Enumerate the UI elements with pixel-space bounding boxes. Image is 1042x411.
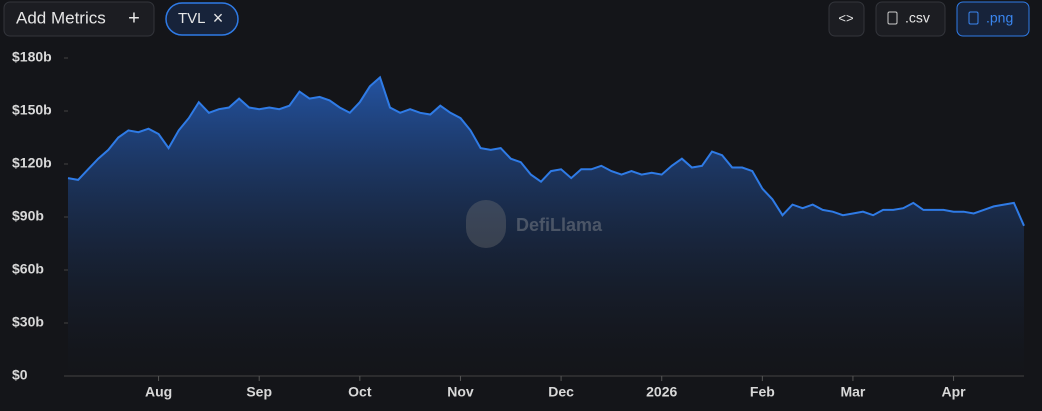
y-tick-label: $180b	[12, 49, 52, 65]
area	[68, 77, 1024, 377]
button-bg	[956, 1, 1030, 37]
chip-label: TVL	[178, 10, 206, 27]
csv-button[interactable]: .csv	[875, 1, 946, 37]
button-label: .png	[986, 10, 1013, 26]
y-tick-label: $30b	[12, 314, 44, 330]
button-label: .csv	[905, 10, 930, 26]
watermark-logo	[466, 200, 506, 248]
button-bg	[828, 1, 865, 37]
chip-close: ×	[213, 8, 224, 28]
y-tick-label: $150b	[12, 102, 52, 118]
y-tick-label: $0	[12, 367, 28, 383]
y-tick-label: $60b	[12, 261, 44, 277]
button-label: <>	[838, 10, 853, 25]
tvl-chip[interactable]: TVL ×	[165, 2, 239, 36]
add-metrics-button[interactable]: Add Metrics +	[3, 1, 155, 37]
png-button[interactable]: .png	[956, 1, 1030, 37]
line	[67, 75, 1025, 227]
x-tick-label: Aug	[145, 384, 172, 400]
button-bg	[3, 1, 155, 37]
x-tick-label: Apr	[941, 384, 966, 400]
plus-icon: +	[128, 7, 140, 29]
x-tick-label: Feb	[750, 384, 775, 400]
download-icon	[887, 11, 898, 25]
embed-button[interactable]: <>	[828, 1, 865, 37]
x-tick-label: Mar	[840, 384, 865, 400]
watermark-text: DefiLlama	[516, 215, 603, 235]
y-tick-label: $90b	[12, 208, 44, 224]
x-tick-label: Nov	[447, 384, 474, 400]
x-tick-label: Sep	[246, 384, 272, 400]
y-tick-label: $120b	[12, 155, 52, 171]
watermark: DefiLlama	[466, 200, 603, 248]
button-bg	[875, 1, 946, 37]
x-tick-label: Dec	[548, 384, 574, 400]
download-icon	[968, 11, 979, 25]
x-tick-label: 2026	[646, 384, 677, 400]
chip-bg	[165, 2, 239, 36]
button-label: Add Metrics	[16, 8, 106, 27]
x-tick-label: Oct	[348, 384, 372, 400]
